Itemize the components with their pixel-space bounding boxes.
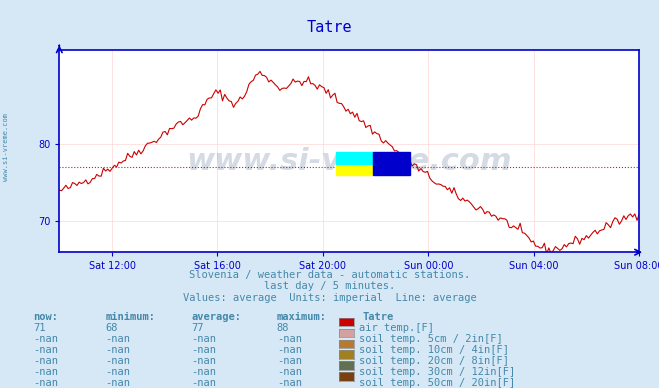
- Text: now:: now:: [33, 312, 58, 322]
- Text: soil temp. 20cm / 8in[F]: soil temp. 20cm / 8in[F]: [359, 356, 509, 366]
- Text: -nan: -nan: [33, 334, 58, 344]
- Text: www.si-vreme.com: www.si-vreme.com: [186, 147, 512, 176]
- Text: 88: 88: [277, 323, 289, 333]
- Text: Tatre: Tatre: [362, 312, 393, 322]
- Text: -nan: -nan: [33, 345, 58, 355]
- Text: -nan: -nan: [105, 378, 130, 388]
- Text: -nan: -nan: [277, 367, 302, 377]
- Text: -nan: -nan: [277, 345, 302, 355]
- Text: www.si-vreme.com: www.si-vreme.com: [3, 113, 9, 182]
- Bar: [373, 152, 410, 175]
- Text: minimum:: minimum:: [105, 312, 156, 322]
- Text: Slovenia / weather data - automatic stations.: Slovenia / weather data - automatic stat…: [189, 270, 470, 280]
- Text: soil temp. 30cm / 12in[F]: soil temp. 30cm / 12in[F]: [359, 367, 515, 377]
- Text: maximum:: maximum:: [277, 312, 327, 322]
- Text: -nan: -nan: [191, 367, 216, 377]
- Text: -nan: -nan: [33, 367, 58, 377]
- Text: -nan: -nan: [191, 378, 216, 388]
- Text: air temp.[F]: air temp.[F]: [359, 323, 434, 333]
- Bar: [336, 164, 373, 175]
- Text: last day / 5 minutes.: last day / 5 minutes.: [264, 281, 395, 291]
- Text: -nan: -nan: [33, 356, 58, 366]
- Text: average:: average:: [191, 312, 241, 322]
- Text: -nan: -nan: [191, 356, 216, 366]
- Text: -nan: -nan: [105, 356, 130, 366]
- Text: Values: average  Units: imperial  Line: average: Values: average Units: imperial Line: av…: [183, 293, 476, 303]
- Text: -nan: -nan: [191, 334, 216, 344]
- Text: soil temp. 50cm / 20in[F]: soil temp. 50cm / 20in[F]: [359, 378, 515, 388]
- Text: Tatre: Tatre: [306, 20, 353, 35]
- Text: soil temp. 5cm / 2in[F]: soil temp. 5cm / 2in[F]: [359, 334, 503, 344]
- Text: -nan: -nan: [105, 334, 130, 344]
- Text: 71: 71: [33, 323, 45, 333]
- Text: -nan: -nan: [277, 378, 302, 388]
- Text: 68: 68: [105, 323, 118, 333]
- Text: soil temp. 10cm / 4in[F]: soil temp. 10cm / 4in[F]: [359, 345, 509, 355]
- Text: -nan: -nan: [277, 356, 302, 366]
- Text: -nan: -nan: [191, 345, 216, 355]
- Text: -nan: -nan: [105, 345, 130, 355]
- Text: 77: 77: [191, 323, 204, 333]
- Bar: [336, 152, 373, 164]
- Text: -nan: -nan: [33, 378, 58, 388]
- Text: -nan: -nan: [277, 334, 302, 344]
- Text: -nan: -nan: [105, 367, 130, 377]
